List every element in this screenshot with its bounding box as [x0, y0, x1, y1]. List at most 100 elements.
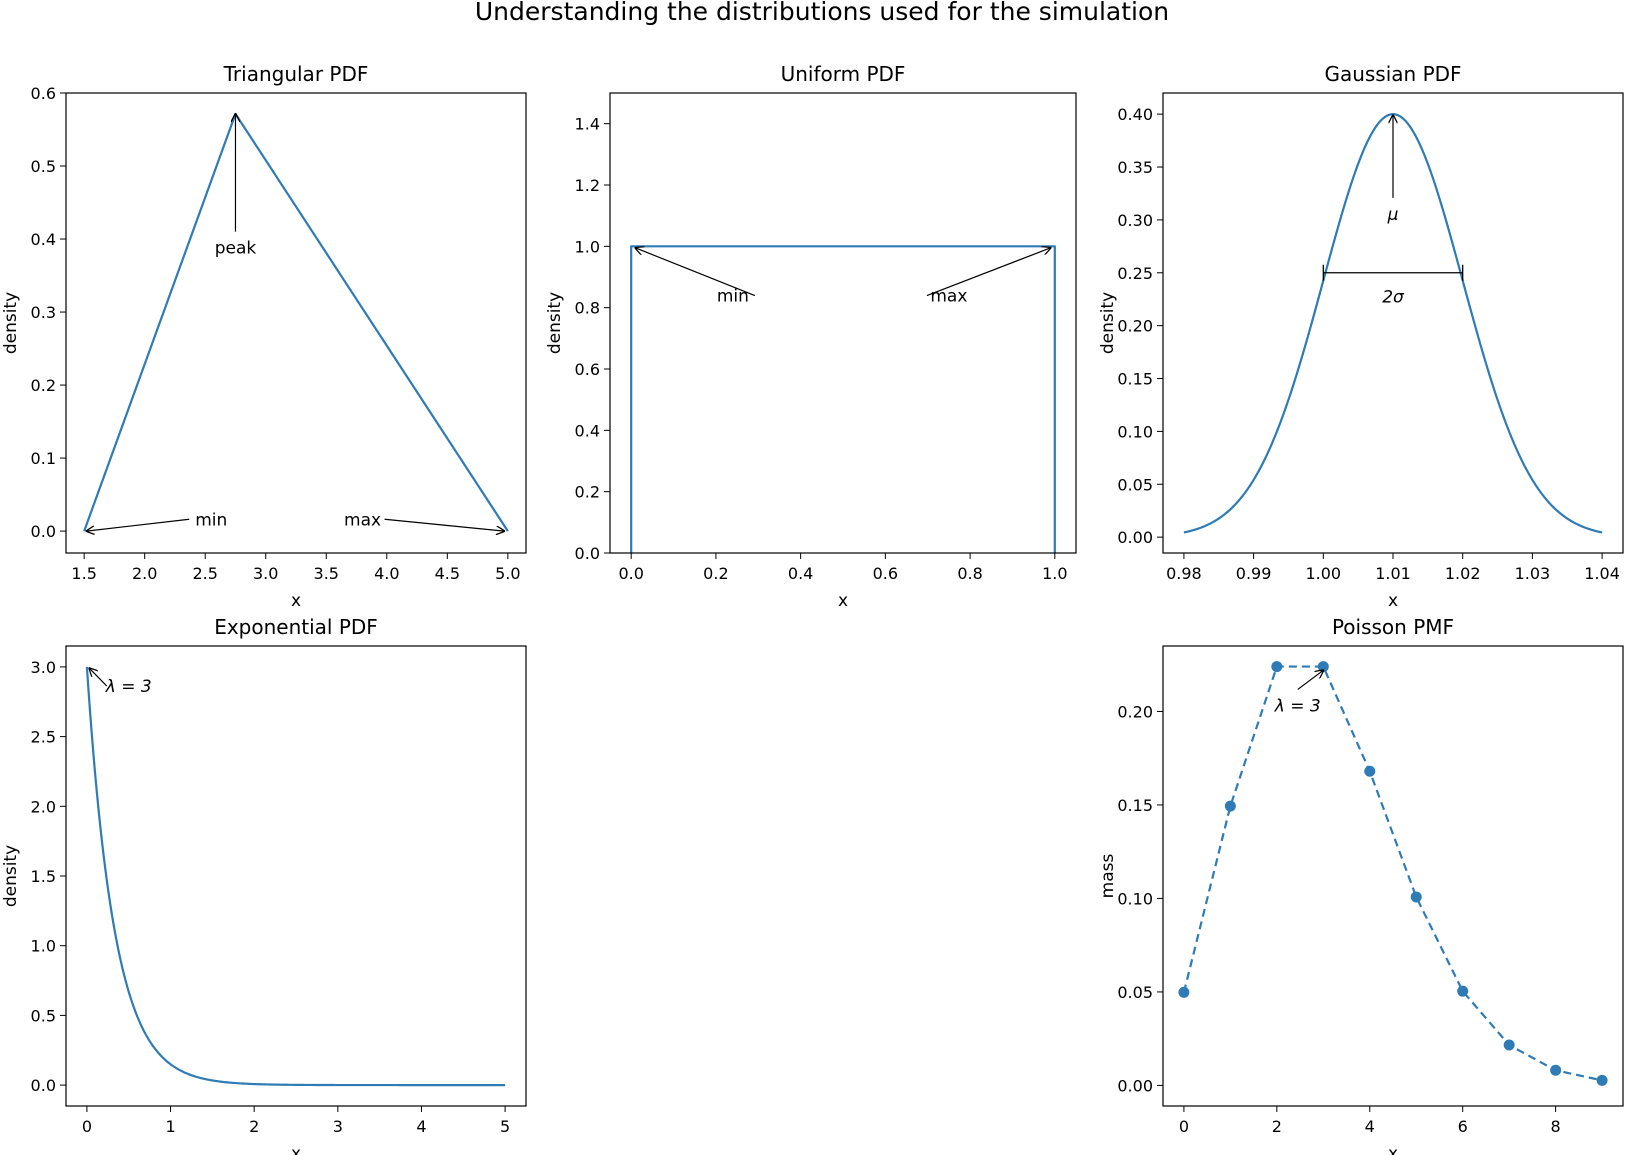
exponential-axes-frame: [65, 645, 527, 1107]
poisson-y-axis-label: mass: [1098, 854, 1118, 899]
gaussian-series-line: [1183, 113, 1603, 534]
uniform-y-tick-label: 0.4: [575, 421, 600, 440]
poisson-plot-area: [1178, 661, 1608, 1086]
uniform-title: Uniform PDF: [781, 62, 906, 86]
gaussian-x-tick-label: 1.02: [1445, 564, 1481, 583]
subplot-grid: Triangular PDF x density 1.5 2.0 2.5 3.0 3.5 4.0…: [1, 62, 1624, 1155]
uniform-annotation-label: max: [930, 287, 967, 307]
triangular-annotation-label: peak: [215, 239, 257, 259]
exponential-y-tick-label: 3.0: [31, 658, 56, 677]
uniform-y-tick-label: 1.2: [575, 176, 600, 195]
triangular-plot-area: [83, 112, 509, 532]
triangular-x-tick-label: 2.5: [192, 564, 217, 583]
gaussian-x-tick-label: 0.98: [1166, 564, 1202, 583]
gaussian-panel: Gaussian PDF x density 0.98 0.99 1.00 1.01 1.02…: [1098, 62, 1624, 611]
uniform-axes-frame: [609, 92, 1077, 554]
triangular-axes-frame: [65, 92, 527, 554]
poisson-y-tick-label: 0.15: [1117, 796, 1153, 815]
triangular-annotation-label: min: [195, 510, 227, 530]
triangular-x-tick-label: 4.0: [374, 564, 399, 583]
uniform-x-tick-label: 0.2: [703, 564, 728, 583]
exponential-annotation-arrow: [89, 668, 108, 687]
triangular-y-tick-label: 0.3: [31, 303, 56, 322]
triangular-x-tick-label: 3.5: [314, 564, 339, 583]
poisson-data-point: [1550, 1064, 1562, 1076]
uniform-y-tick-label: 0.8: [575, 299, 600, 318]
gaussian-y-tick-label: 0.20: [1117, 317, 1153, 336]
triangular-y-tick-label: 0.0: [31, 522, 56, 541]
exponential-series-line: [85, 666, 506, 1087]
poisson-x-tick-label: 2: [1272, 1117, 1282, 1136]
triangular-annotation-label: max: [344, 510, 381, 530]
poisson-title: Poisson PMF: [1332, 615, 1454, 639]
poisson-annotation-arrow: [1297, 670, 1324, 690]
triangular-annotation-arrow: [384, 518, 505, 531]
exponential-title: Exponential PDF: [214, 615, 378, 639]
uniform-annotation-arrow: [635, 248, 756, 297]
exponential-x-tick-label: 0: [82, 1117, 92, 1136]
gaussian-axes-frame: [1162, 92, 1624, 554]
uniform-y-tick-label: 0.2: [575, 483, 600, 502]
exponential-y-tick-label: 1.0: [31, 937, 56, 956]
triangular-y-tick-label: 0.5: [31, 157, 56, 176]
exponential-x-tick-label: 3: [333, 1117, 343, 1136]
exponential-x-axis-label: x: [291, 1144, 301, 1155]
poisson-y-tick-label: 0.00: [1117, 1076, 1153, 1095]
poisson-x-tick-label: 0: [1179, 1117, 1189, 1136]
triangular-y-tick-label: 0.1: [31, 449, 56, 468]
gaussian-x-tick-label: 1.00: [1305, 564, 1341, 583]
triangular-x-tick-label: 1.5: [71, 564, 96, 583]
poisson-data-point: [1503, 1039, 1515, 1051]
gaussian-y-tick-label: 0.15: [1117, 370, 1153, 389]
poisson-y-tick-label: 0.20: [1117, 702, 1153, 721]
uniform-x-tick-label: 0.8: [957, 564, 982, 583]
poisson-data-point: [1410, 891, 1422, 903]
gaussian-y-tick-label: 0.40: [1117, 105, 1153, 124]
uniform-x-tick-label: 1.0: [1042, 564, 1067, 583]
triangular-y-tick-label: 0.6: [31, 84, 56, 103]
poisson-data-point: [1457, 985, 1469, 997]
poisson-data-point: [1364, 765, 1376, 777]
poisson-axes-frame: [1162, 645, 1624, 1107]
exponential-y-tick-label: 0.0: [31, 1076, 56, 1095]
gaussian-x-tick-label: 1.03: [1515, 564, 1551, 583]
uniform-plot-area: [630, 245, 1056, 553]
triangular-panel: Triangular PDF x density 1.5 2.0 2.5 3.0 3.5 4.0…: [1, 62, 527, 611]
uniform-x-tick-label: 0.4: [788, 564, 813, 583]
triangular-series-line: [83, 112, 509, 532]
triangular-x-axis-label: x: [291, 591, 301, 611]
gaussian-y-tick-label: 0.05: [1117, 475, 1153, 494]
uniform-annotation-label: min: [717, 287, 749, 307]
exponential-x-tick-label: 2: [249, 1117, 259, 1136]
exponential-panel: Exponential PDF x density 0 1 2 3 4 5 0.0 0.5 1.0 1.…: [1, 615, 527, 1155]
poisson-data-point: [1178, 986, 1190, 998]
triangular-annotation-arrow: [87, 518, 190, 531]
gaussian-x-tick-label: 1.04: [1584, 564, 1620, 583]
gaussian-y-tick-label: 0.10: [1117, 422, 1153, 441]
uniform-y-tick-label: 1.0: [575, 237, 600, 256]
poisson-x-tick-label: 4: [1365, 1117, 1375, 1136]
uniform-annotation-arrow: [926, 248, 1051, 297]
poisson-y-tick-label: 0.05: [1117, 983, 1153, 1002]
gaussian-y-tick-label: 0.25: [1117, 264, 1153, 283]
triangular-x-tick-label: 4.5: [435, 564, 460, 583]
uniform-y-axis-label: density: [545, 292, 565, 354]
gaussian-annotation-label: μ: [1387, 205, 1399, 225]
gaussian-x-tick-label: 0.99: [1236, 564, 1272, 583]
poisson-x-axis-label: x: [1388, 1144, 1398, 1155]
poisson-series-line: [1182, 665, 1603, 1082]
poisson-annotation-label: λ = 3: [1274, 696, 1321, 716]
poisson-data-point: [1224, 800, 1236, 812]
triangular-title: Triangular PDF: [223, 62, 369, 86]
gaussian-annotation-label: 2σ: [1382, 287, 1405, 307]
uniform-y-tick-label: 0.6: [575, 360, 600, 379]
poisson-data-point: [1596, 1074, 1608, 1086]
exponential-x-tick-label: 4: [416, 1117, 426, 1136]
exponential-plot-area: [85, 666, 506, 1087]
poisson-y-tick-label: 0.10: [1117, 889, 1153, 908]
poisson-data-point: [1271, 661, 1283, 673]
poisson-x-tick-label: 6: [1458, 1117, 1468, 1136]
poisson-panel: Poisson PMF x mass 0 2 4 6 8 0.00 0.05 0.10 0.15 0.2…: [1098, 615, 1624, 1155]
triangular-y-axis-label: density: [1, 292, 21, 354]
